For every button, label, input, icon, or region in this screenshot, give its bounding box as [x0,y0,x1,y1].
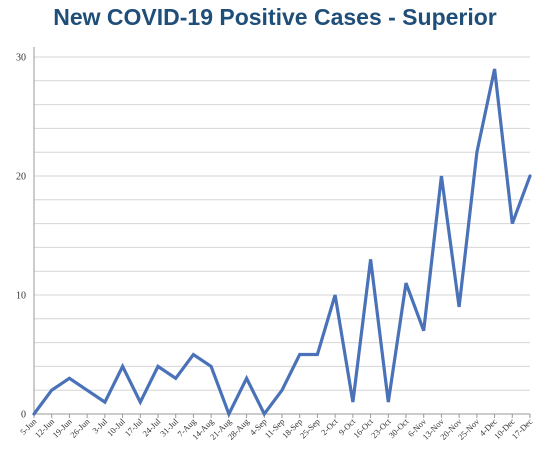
x-tick-label: 31-Jul [158,416,181,439]
x-tick-label: 10-Jul [105,416,128,439]
series-layer [32,68,532,419]
y-tick-label: 10 [16,291,26,302]
x-tick-label: 24-Jul [140,416,163,439]
x-tick-label: 30-Oct [387,416,411,440]
x-tick-label: 17-Dec [510,416,535,441]
y-tick-labels: 0 10 20 30 [16,53,26,421]
x-tick-label: 2-Oct [319,416,340,437]
x-tick-label: 26-Jun [68,416,92,440]
y-tick-label: 20 [16,172,26,183]
axes [33,47,531,418]
grid-lines [34,56,530,391]
x-tick-labels: 5-Jun12-Jun19-Jun26-Jun3-Jul10-Jul17-Jul… [18,416,535,442]
chart-title: New COVID-19 Positive Cases - Superior [53,4,497,30]
series-line [32,68,532,419]
x-tick-label: 17-Jul [123,416,146,439]
x-tick-label: 25-Sep [298,416,322,440]
y-tick-label: 0 [21,410,26,421]
y-tick-label: 30 [16,53,26,64]
